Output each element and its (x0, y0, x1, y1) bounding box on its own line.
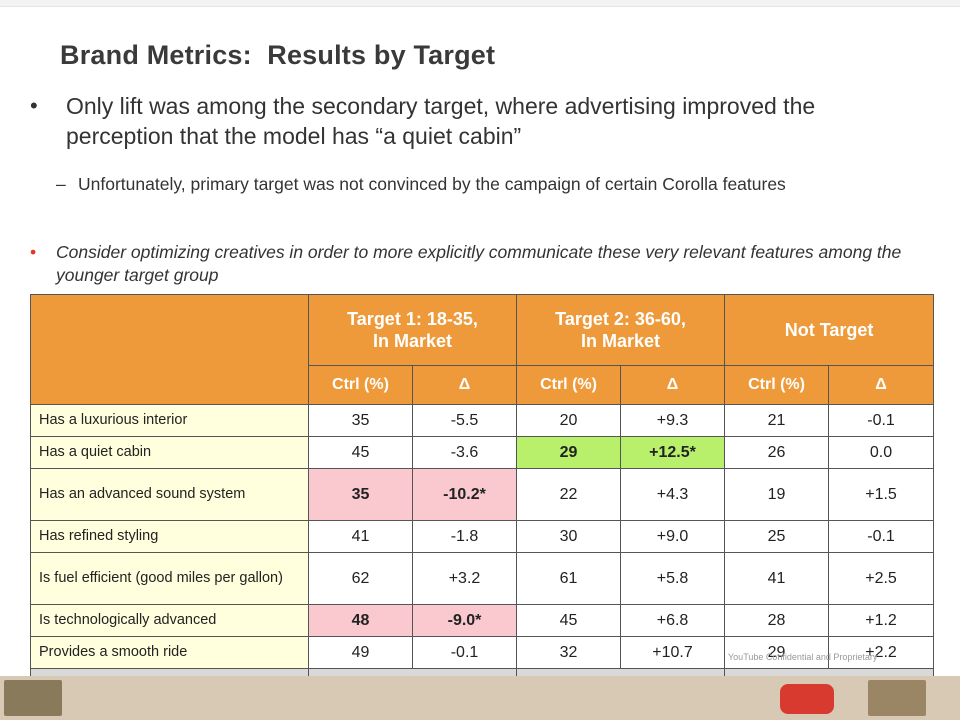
footer-thumbnail (4, 680, 62, 716)
cell-value: +1.2 (828, 604, 935, 637)
table-row: Has a quiet cabin 45 -3.6 29 +12.5* 26 0… (30, 436, 935, 469)
footer-red-badge (780, 684, 834, 714)
confidential-footer: YouTube Confidential and Proprietary (728, 652, 878, 662)
table-row: Is fuel efficient (good miles per gallon… (30, 552, 935, 605)
cell-value: 41 (724, 552, 830, 605)
cell-value: 45 (516, 604, 622, 637)
top-rule (0, 0, 960, 7)
cell-value-significant: +12.5* (620, 436, 726, 469)
cell-value-significant: 29 (516, 436, 622, 469)
cell-value: 25 (724, 520, 830, 553)
cell-value: 30 (516, 520, 622, 553)
cell-value: 21 (724, 404, 830, 437)
brand-metrics-table: Target 1: 18-35, In Market Target 2: 36-… (30, 294, 935, 702)
cell-value: +5.8 (620, 552, 726, 605)
cell-value: 28 (724, 604, 830, 637)
cell-value: 61 (516, 552, 622, 605)
cell-value: -3.6 (411, 436, 518, 469)
row-label: Has refined styling (30, 520, 309, 553)
group-header-target1: Target 1: 18-35, In Market (307, 294, 518, 366)
cell-value: +3.2 (411, 552, 518, 605)
row-label: Has a luxurious interior (30, 404, 309, 437)
cell-value-significant: -10.2* (411, 468, 518, 521)
subheader-ctrl: Ctrl (%) (724, 365, 830, 405)
cell-value: -0.1 (411, 636, 518, 669)
cell-value: 0.0 (828, 436, 935, 469)
cell-value: 26 (724, 436, 830, 469)
sub-bullet-text: Unfortunately, primary target was not co… (78, 174, 786, 194)
subheader-ctrl: Ctrl (%) (308, 365, 413, 405)
cell-value: 20 (516, 404, 622, 437)
bullet-glyph: • (30, 93, 38, 118)
group-header-line1: Target 1: 18-35, (347, 309, 478, 329)
cell-value: 35 (308, 404, 413, 437)
table-row: Has refined styling 41 -1.8 30 +9.0 25 -… (30, 520, 935, 553)
cell-value: +9.3 (620, 404, 726, 437)
bullet-primary-text: Only lift was among the secondary target… (66, 93, 816, 149)
footer-thumbnail (868, 680, 926, 716)
cell-value: +2.2 (828, 636, 935, 669)
bullet-glyph-red: • (30, 242, 37, 262)
cell-value: 22 (516, 468, 622, 521)
cell-value: +4.3 (620, 468, 726, 521)
cell-value: +1.5 (828, 468, 935, 521)
row-label: Provides a smooth ride (30, 636, 309, 669)
header-corner (30, 294, 309, 405)
row-label: Has a quiet cabin (30, 436, 309, 469)
slide-title: Brand Metrics: Results by Target (60, 40, 496, 70)
cell-value-significant: -9.0* (411, 604, 518, 637)
cell-value: -0.1 (828, 404, 935, 437)
cell-value: +9.0 (620, 520, 726, 553)
cell-value: -5.5 (411, 404, 518, 437)
group-header-not-target: Not Target (724, 294, 935, 366)
group-header-line2: In Market (581, 331, 661, 351)
bullet-primary: • Only lift was among the secondary targ… (30, 91, 910, 151)
cell-value-significant: 35 (308, 468, 413, 521)
bullet-secondary: • Consider optimizing creatives in order… (30, 241, 920, 287)
table-row: Provides a smooth ride 49 -0.1 32 +10.7 … (30, 636, 935, 669)
cell-value: +6.8 (620, 604, 726, 637)
cell-value: 49 (308, 636, 413, 669)
row-label: Is fuel efficient (good miles per gallon… (30, 552, 309, 605)
group-header-target2: Target 2: 36-60, In Market (516, 294, 726, 366)
cell-value: 19 (724, 468, 830, 521)
cell-value: +2.5 (828, 552, 935, 605)
bullet-secondary-text: Consider optimizing creatives in order t… (56, 242, 902, 285)
cell-value: 45 (308, 436, 413, 469)
cell-value: -0.1 (828, 520, 935, 553)
group-header-line1: Target 2: 36-60, (555, 309, 686, 329)
subheader-delta: Δ (620, 365, 726, 405)
cell-value-significant: 48 (308, 604, 413, 637)
cell-value: 29 (724, 636, 830, 669)
cell-value: +10.7 (620, 636, 726, 669)
row-label: Has an advanced sound system (30, 468, 309, 521)
subheader-delta: Δ (411, 365, 518, 405)
cell-value: 32 (516, 636, 622, 669)
table-row: Is technologically advanced 48 -9.0* 45 … (30, 604, 935, 637)
subheader-delta: Δ (828, 365, 935, 405)
table-row: Has a luxurious interior 35 -5.5 20 +9.3… (30, 404, 935, 437)
dash-glyph: – (56, 174, 66, 194)
subheader-ctrl: Ctrl (%) (516, 365, 622, 405)
group-header-line1: Not Target (784, 320, 874, 340)
cell-value: 41 (308, 520, 413, 553)
row-label: Is technologically advanced (30, 604, 309, 637)
group-header-line2: In Market (372, 331, 453, 351)
cell-value: 62 (308, 552, 413, 605)
cell-value: -1.8 (411, 520, 518, 553)
sub-bullet: – Unfortunately, primary target was not … (56, 172, 896, 196)
table-row: Has an advanced sound system 35 -10.2* 2… (30, 468, 935, 521)
